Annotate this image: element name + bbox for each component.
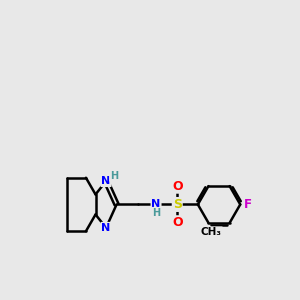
Text: N: N xyxy=(101,223,111,233)
Text: H: H xyxy=(110,171,118,181)
Text: O: O xyxy=(172,216,182,229)
Text: H: H xyxy=(152,208,160,218)
Text: S: S xyxy=(173,198,182,211)
Text: F: F xyxy=(244,198,252,211)
Text: CH₃: CH₃ xyxy=(201,227,222,237)
Text: N: N xyxy=(152,200,161,209)
Text: O: O xyxy=(172,180,182,193)
Text: N: N xyxy=(101,176,111,186)
